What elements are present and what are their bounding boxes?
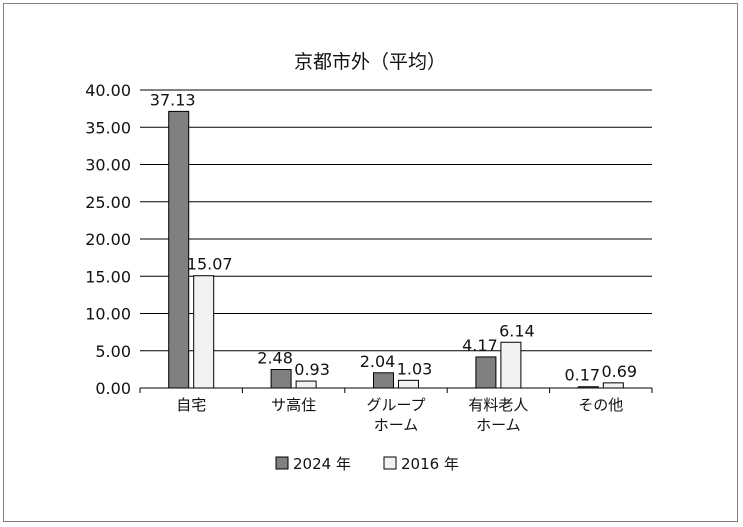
data-label: 0.93 (294, 360, 330, 379)
bar (475, 356, 497, 389)
bar (193, 275, 215, 389)
legend-label: 2016 年 (401, 455, 459, 473)
data-label: 1.03 (397, 359, 433, 378)
x-category-label: サ高住 (271, 396, 316, 414)
data-label: 6.14 (499, 321, 535, 340)
data-label: 0.17 (564, 366, 600, 385)
x-category-label-line: サ高住 (271, 396, 316, 414)
bars (168, 110, 624, 389)
bar (168, 110, 190, 389)
data-label: 15.07 (187, 255, 233, 274)
y-tick-label: 35.00 (85, 118, 131, 137)
y-axis: 0.00 5.00 10.00 15.00 20.00 25.00 30.00 35.00 40… (85, 81, 131, 398)
x-category-label-line: ホーム (374, 416, 419, 434)
legend-swatch (275, 456, 289, 470)
x-category-label-line: 有料老人 (468, 396, 528, 414)
x-category-label: 有料老人ホーム (468, 396, 528, 434)
bar (500, 341, 522, 389)
x-category-label: その他 (578, 396, 623, 414)
bar (373, 372, 394, 389)
bar (270, 369, 292, 389)
data-label: 2.04 (360, 352, 396, 371)
legend-label: 2024 年 (293, 455, 351, 473)
data-label: 37.13 (150, 90, 196, 109)
y-tick-label: 10.00 (85, 305, 131, 324)
y-tick-label: 40.00 (85, 81, 131, 100)
legend-swatch (383, 456, 397, 470)
x-category-label-line: その他 (578, 396, 623, 414)
x-category-label-line: ホーム (476, 416, 521, 434)
bar (602, 382, 624, 389)
y-tick-label: 20.00 (85, 230, 131, 249)
gridlines (140, 89, 652, 352)
legend: 2024 年 2016 年 (275, 455, 459, 473)
data-labels: 37.13 15.07 2.480.93 2.04 1.03 4.176.14 0.17 0.… (150, 90, 637, 384)
y-tick-label: 5.00 (95, 342, 131, 361)
bar (398, 379, 419, 389)
y-tick-label: 30.00 (85, 156, 131, 175)
x-category-label-line: グループ (366, 396, 425, 414)
x-category-label: グループホーム (366, 396, 425, 434)
y-tick-label: 15.00 (85, 267, 131, 286)
x-category-label: 自宅 (176, 396, 206, 414)
x-category-label-line: 自宅 (176, 396, 206, 414)
y-tick-label: 25.00 (85, 193, 131, 212)
data-label: 4.17 (462, 336, 498, 355)
chart-title: 京都市外（平均） (294, 51, 446, 73)
bar (295, 380, 317, 389)
y-tick-label: 0.00 (95, 379, 131, 398)
data-label: 0.69 (601, 362, 637, 381)
data-label: 2.48 (257, 349, 293, 368)
